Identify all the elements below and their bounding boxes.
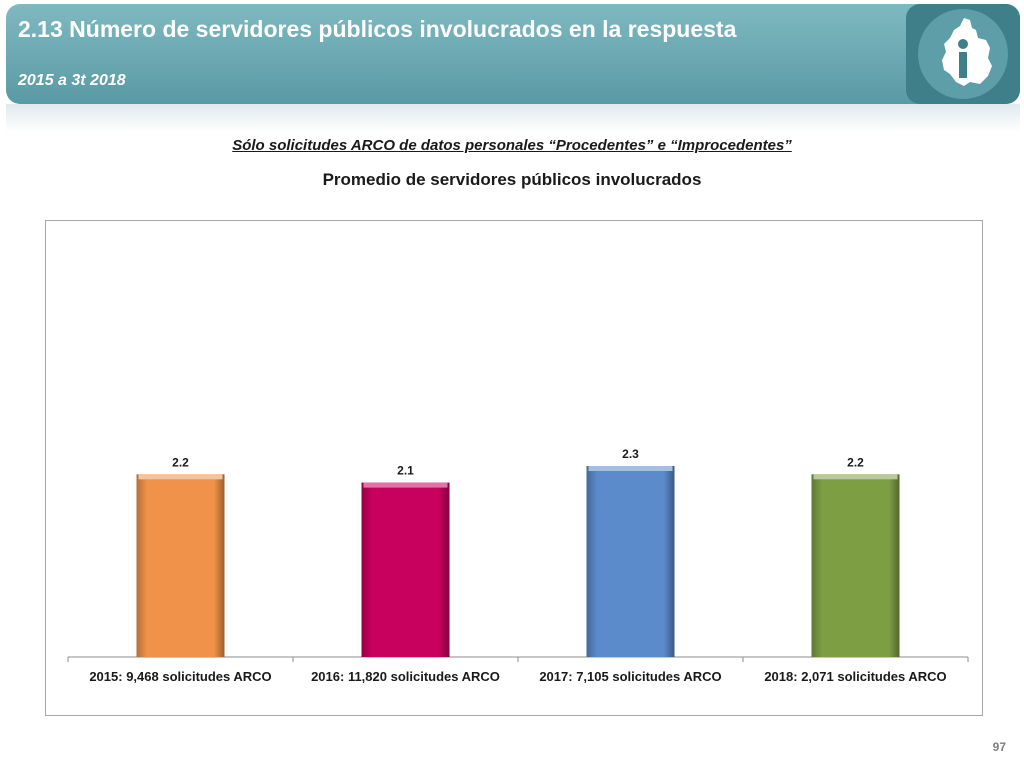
bar-highlight [138,474,223,480]
bar-highlight [588,466,673,471]
page-number: 97 [992,740,1006,754]
bar-highlight [813,474,898,480]
bar-chart: 2.2 2015: 9,468 solicitudes ARCO 2.1 2016: … [67,447,969,684]
map-logo-icon [942,18,992,86]
x-tick-label: 2017: 7,105 solicitudes ARCO [539,669,721,684]
x-tick-label: 2018: 2,071 solicitudes ARCO [764,669,946,684]
slide-title: 2.13 Número de servidores públicos invol… [18,16,737,42]
bar-2 [361,482,450,657]
slide-header [6,4,1020,104]
bar-3 [586,466,675,657]
chart-title: Promedio de servidores públicos involucr… [322,170,702,189]
bar-1 [136,474,225,657]
x-tick-label: 2016: 11,820 solicitudes ARCO [311,669,500,684]
data-label: 2.1 [397,464,414,478]
filter-note: Sólo solicitudes ARCO de datos personale… [232,137,792,154]
x-tick-label: 2015: 9,468 solicitudes ARCO [89,669,271,684]
bar-highlight [363,482,448,488]
data-label: 2.2 [172,455,189,469]
bar-4 [811,474,900,657]
data-label: 2.3 [622,447,639,461]
slide-subtitle: 2015 a 3t 2018 [18,72,126,89]
header-shadow [6,104,1020,132]
logo [906,4,1020,104]
data-label: 2.2 [847,455,864,469]
chart-frame: 2.2 2015: 9,468 solicitudes ARCO 2.1 2016: … [45,220,983,716]
